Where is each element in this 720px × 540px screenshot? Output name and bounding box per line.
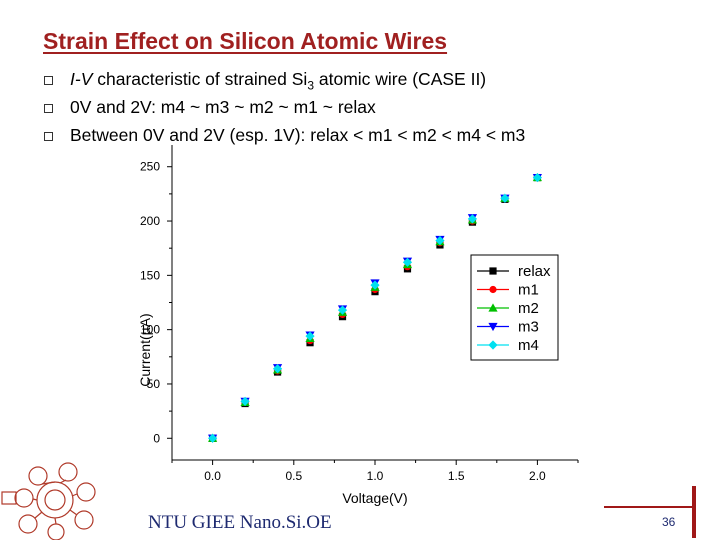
legend-label-relax: relax — [518, 263, 551, 280]
bullet-subscript: 3 — [307, 78, 315, 93]
bullet-square-icon — [44, 76, 53, 85]
legend-label-m1: m1 — [518, 282, 539, 299]
y-tick-label: 100 — [140, 323, 160, 337]
x-tick-label: 2.0 — [529, 469, 546, 483]
bullet-tail: atomic wire (CASE II) — [314, 69, 487, 89]
bullet-italic: I-V — [70, 69, 93, 89]
bullet-item: 0V and 2V: m4 ~ m3 ~ m2 ~ m1 ~ relax — [44, 94, 525, 122]
data-point-m4 — [435, 235, 445, 246]
x-tick-label: 0.0 — [204, 469, 221, 483]
x-axis-label: Voltage(V) — [342, 490, 407, 506]
y-tick-label: 250 — [140, 160, 160, 174]
footer-lab-name: NTU GIEE Nano.Si.OE — [148, 512, 332, 533]
data-point-m4 — [208, 433, 218, 443]
bullet-list: I-V characteristic of strained Si3 atomi… — [44, 66, 525, 150]
data-point-m4 — [402, 257, 413, 267]
data-point-m4 — [337, 305, 348, 315]
bullet-square-icon — [44, 132, 53, 141]
bullet-square-icon — [44, 104, 53, 113]
legend-marker-m4 — [488, 340, 498, 350]
slide-title: Strain Effect on Silicon Atomic Wires — [43, 28, 448, 54]
data-point-m4 — [305, 331, 315, 341]
data-point-m4 — [370, 280, 380, 290]
legend-marker-m3 — [488, 322, 498, 332]
legend-label-m2: m2 — [518, 300, 539, 317]
y-tick-label: 0 — [153, 431, 160, 445]
bullet-item: Between 0V and 2V (esp. 1V): relax < m1 … — [44, 122, 525, 150]
data-point-m4 — [272, 364, 283, 374]
page-number: 36 — [662, 515, 676, 529]
legend-marker-m1 — [489, 285, 497, 294]
x-tick-label: 0.5 — [285, 469, 302, 483]
y-tick-label: 50 — [147, 377, 161, 391]
decor-horizontal-bar — [604, 506, 692, 508]
decor-vertical-bar — [692, 486, 696, 538]
lab-logo-icon — [1, 462, 96, 540]
legend-marker-relax — [489, 267, 497, 275]
x-tick-label: 1.5 — [448, 469, 465, 483]
legend-marker-m2 — [488, 303, 498, 312]
x-tick-label: 1.0 — [367, 469, 384, 483]
data-point-m4 — [532, 172, 542, 183]
legend-label-m4: m4 — [518, 337, 539, 354]
y-tick-label: 150 — [140, 268, 160, 282]
data-point-m4 — [467, 214, 478, 224]
bullet-text: 0V and 2V: m4 ~ m3 ~ m2 ~ m1 ~ relax — [70, 97, 376, 117]
bullet-text: Between 0V and 2V (esp. 1V): relax < m1 … — [70, 125, 526, 145]
data-point-m4 — [240, 396, 250, 406]
bullet-text: characteristic of strained Si — [92, 69, 308, 89]
legend-label-m3: m3 — [518, 319, 539, 336]
y-axis-label: Current(µA) — [137, 313, 153, 386]
bullet-item: I-V characteristic of strained Si3 atomi… — [44, 66, 525, 94]
data-point-m4 — [500, 193, 510, 203]
y-tick-label: 200 — [140, 214, 160, 228]
